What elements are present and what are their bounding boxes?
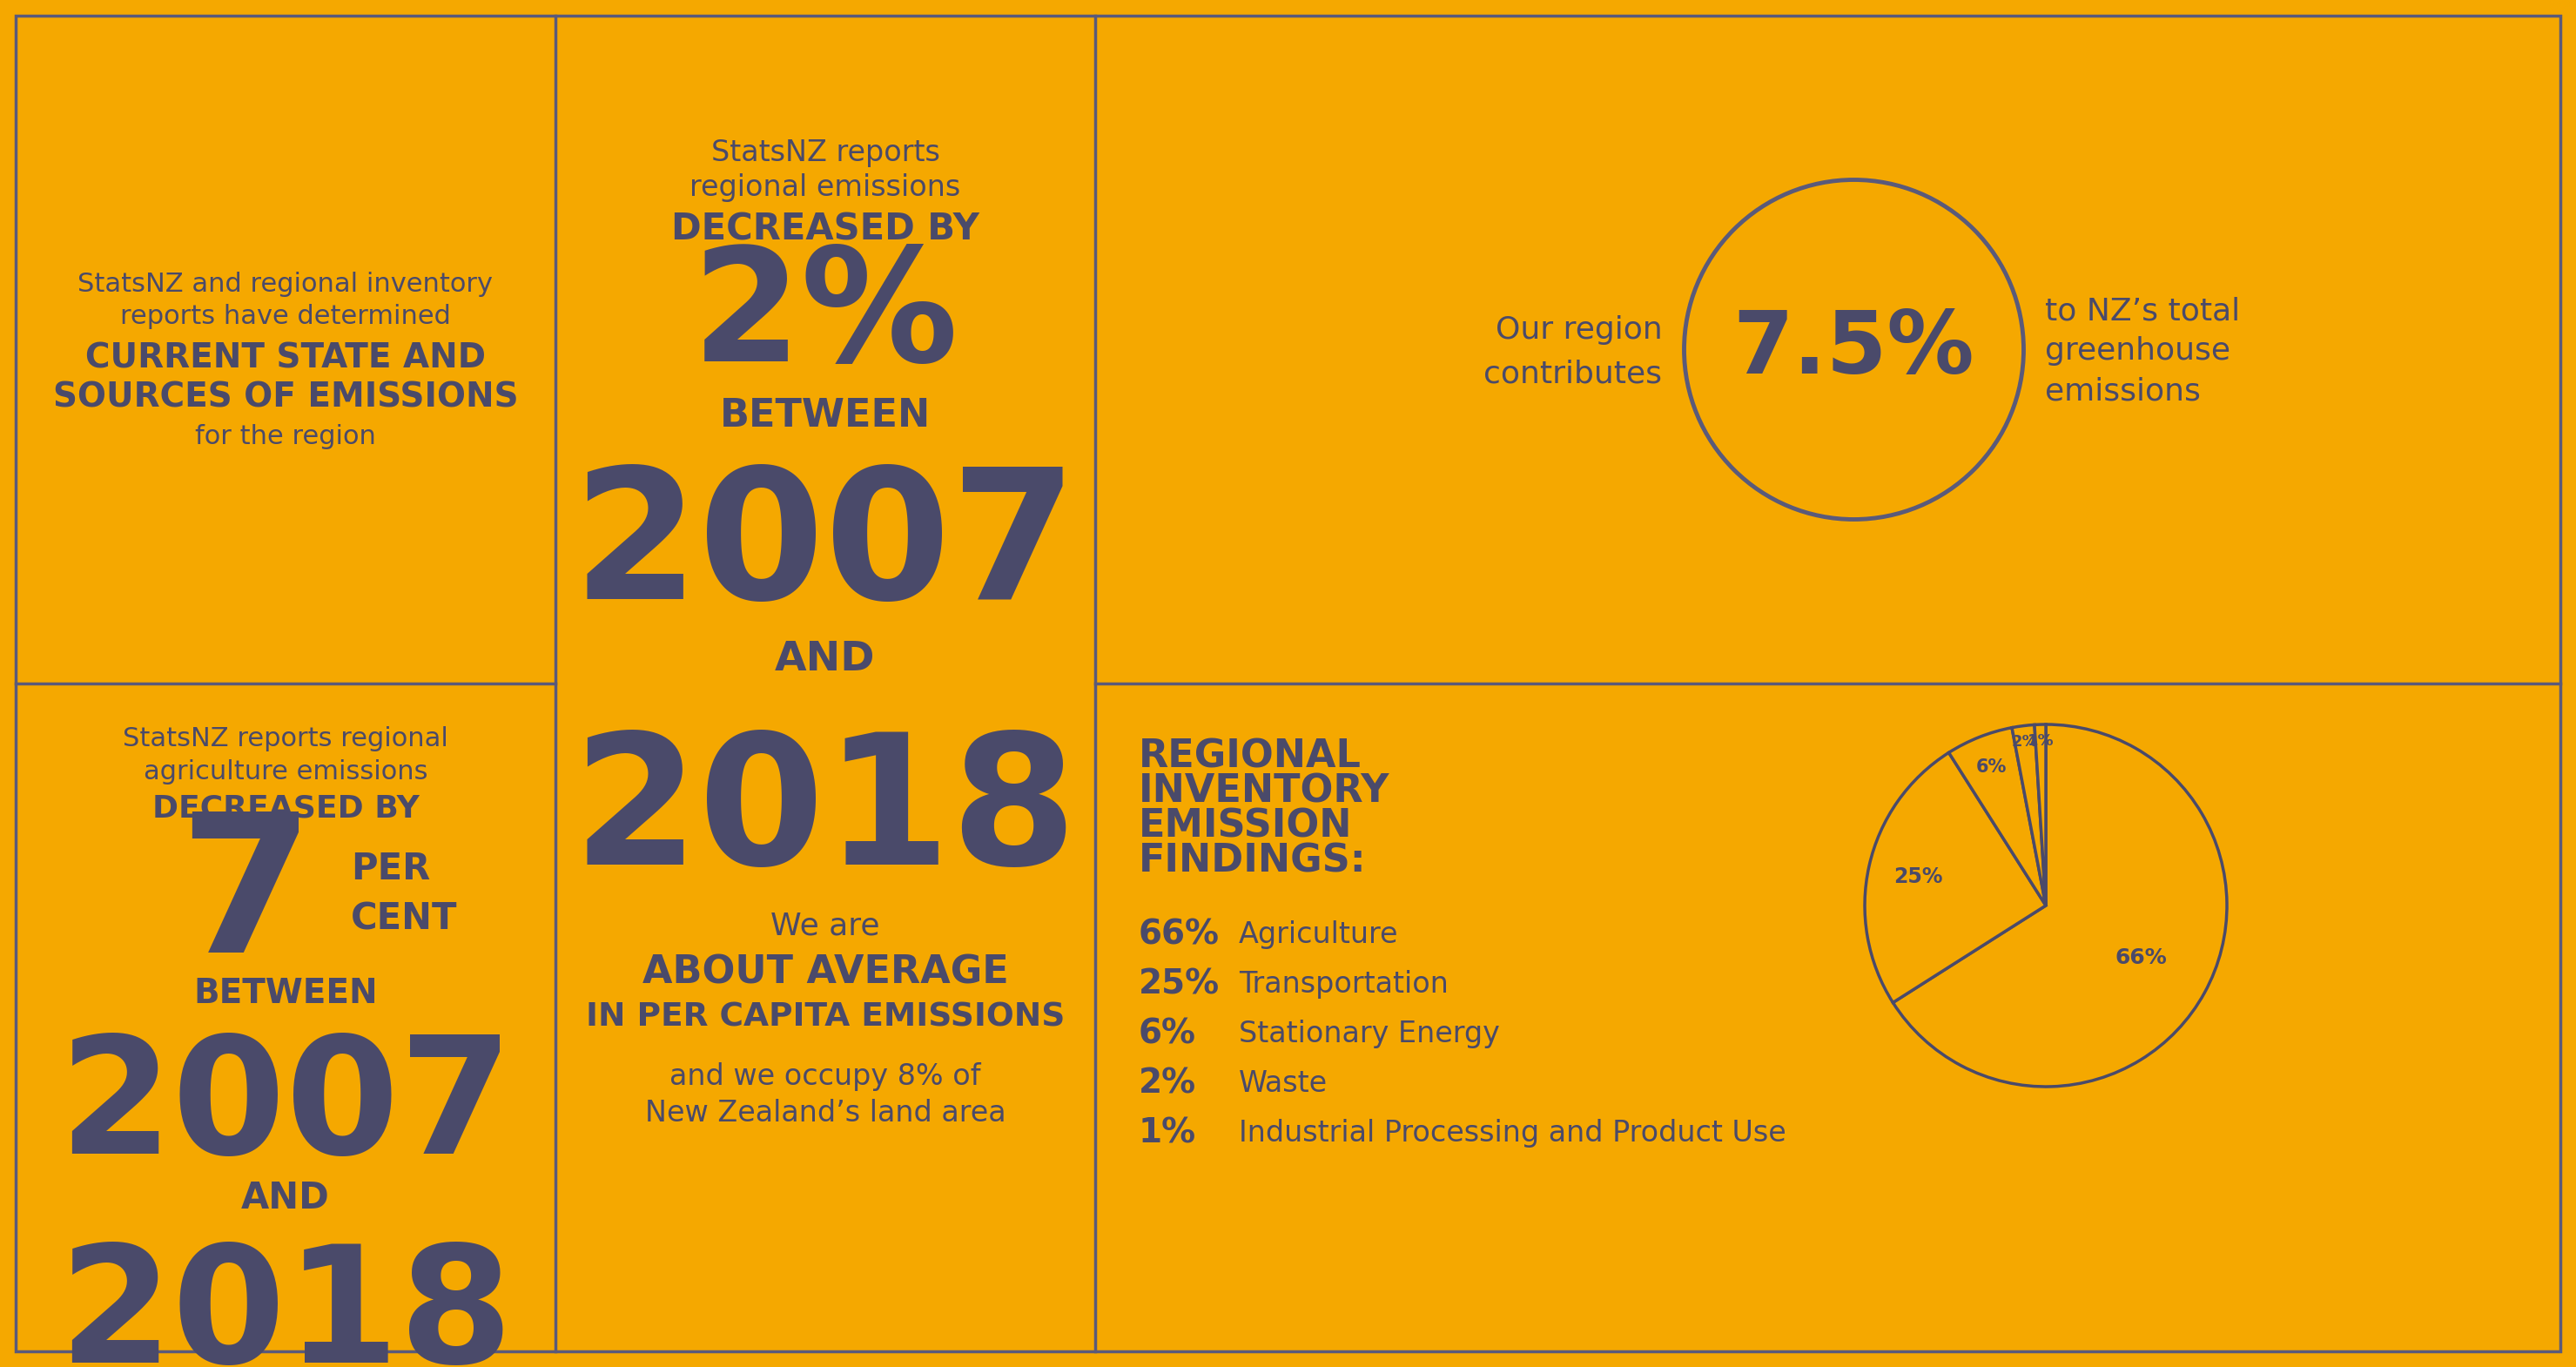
Text: AND: AND (775, 640, 876, 678)
Text: Our region: Our region (1497, 316, 1662, 346)
Wedge shape (2012, 725, 2045, 905)
Text: EMISSION: EMISSION (1139, 807, 1352, 845)
Text: 2%: 2% (2012, 734, 2038, 750)
Text: Stationary Energy: Stationary Energy (1239, 1020, 1499, 1048)
Text: 2007: 2007 (59, 1031, 513, 1188)
Wedge shape (1865, 753, 2045, 1002)
Text: REGIONAL: REGIONAL (1139, 737, 1363, 775)
Text: 2018: 2018 (59, 1239, 513, 1367)
Text: 66%: 66% (2115, 947, 2166, 968)
Text: 1%: 1% (1139, 1117, 1195, 1150)
Text: regional emissions: regional emissions (690, 172, 961, 201)
Text: BETWEEN: BETWEEN (193, 976, 379, 1010)
Text: CURRENT STATE AND: CURRENT STATE AND (85, 342, 487, 375)
Wedge shape (1950, 727, 2045, 905)
Text: ABOUT AVERAGE: ABOUT AVERAGE (641, 953, 1007, 991)
Text: AND: AND (242, 1180, 330, 1217)
Text: for the region: for the region (196, 424, 376, 450)
Text: 6%: 6% (1139, 1017, 1195, 1050)
Text: 2018: 2018 (572, 726, 1077, 902)
Text: and we occupy 8% of: and we occupy 8% of (670, 1062, 981, 1091)
Text: FINDINGS:: FINDINGS: (1139, 842, 1365, 879)
Text: DECREASED BY: DECREASED BY (152, 794, 420, 823)
Text: CENT: CENT (350, 901, 459, 938)
Text: emissions: emissions (2045, 376, 2200, 406)
Text: New Zealand’s land area: New Zealand’s land area (644, 1099, 1005, 1128)
Text: PER: PER (350, 852, 430, 887)
Text: 6%: 6% (1976, 759, 2007, 776)
Text: 66%: 66% (1139, 919, 1218, 951)
Text: StatsNZ reports: StatsNZ reports (711, 138, 940, 167)
Text: 25%: 25% (1893, 867, 1942, 887)
Text: 25%: 25% (1139, 968, 1221, 1001)
Text: INVENTORY: INVENTORY (1139, 772, 1388, 809)
Wedge shape (2035, 725, 2045, 905)
Text: contributes: contributes (1484, 360, 1662, 388)
Text: greenhouse: greenhouse (2045, 336, 2231, 366)
Text: 2007: 2007 (572, 461, 1077, 637)
Text: IN PER CAPITA EMISSIONS: IN PER CAPITA EMISSIONS (585, 1002, 1064, 1033)
Text: DECREASED BY: DECREASED BY (672, 211, 979, 247)
Text: We are: We are (770, 912, 881, 940)
Text: Transportation: Transportation (1239, 971, 1448, 999)
Text: 1%: 1% (2027, 733, 2053, 749)
Text: BETWEEN: BETWEEN (719, 396, 930, 435)
Text: 2%: 2% (1139, 1068, 1195, 1100)
Text: StatsNZ and regional inventory: StatsNZ and regional inventory (77, 272, 492, 297)
Text: 7: 7 (178, 807, 314, 992)
Text: StatsNZ reports regional: StatsNZ reports regional (124, 726, 448, 752)
Text: agriculture emissions: agriculture emissions (144, 759, 428, 785)
Wedge shape (1893, 725, 2226, 1087)
Text: 2%: 2% (693, 241, 958, 395)
Text: reports have determined: reports have determined (121, 303, 451, 329)
Text: to NZ’s total: to NZ’s total (2045, 297, 2241, 327)
Text: Agriculture: Agriculture (1239, 920, 1399, 949)
Text: Industrial Processing and Product Use: Industrial Processing and Product Use (1239, 1118, 1785, 1147)
Text: Waste: Waste (1239, 1069, 1327, 1098)
Text: SOURCES OF EMISSIONS: SOURCES OF EMISSIONS (54, 381, 518, 414)
Text: 7.5%: 7.5% (1734, 308, 1976, 392)
